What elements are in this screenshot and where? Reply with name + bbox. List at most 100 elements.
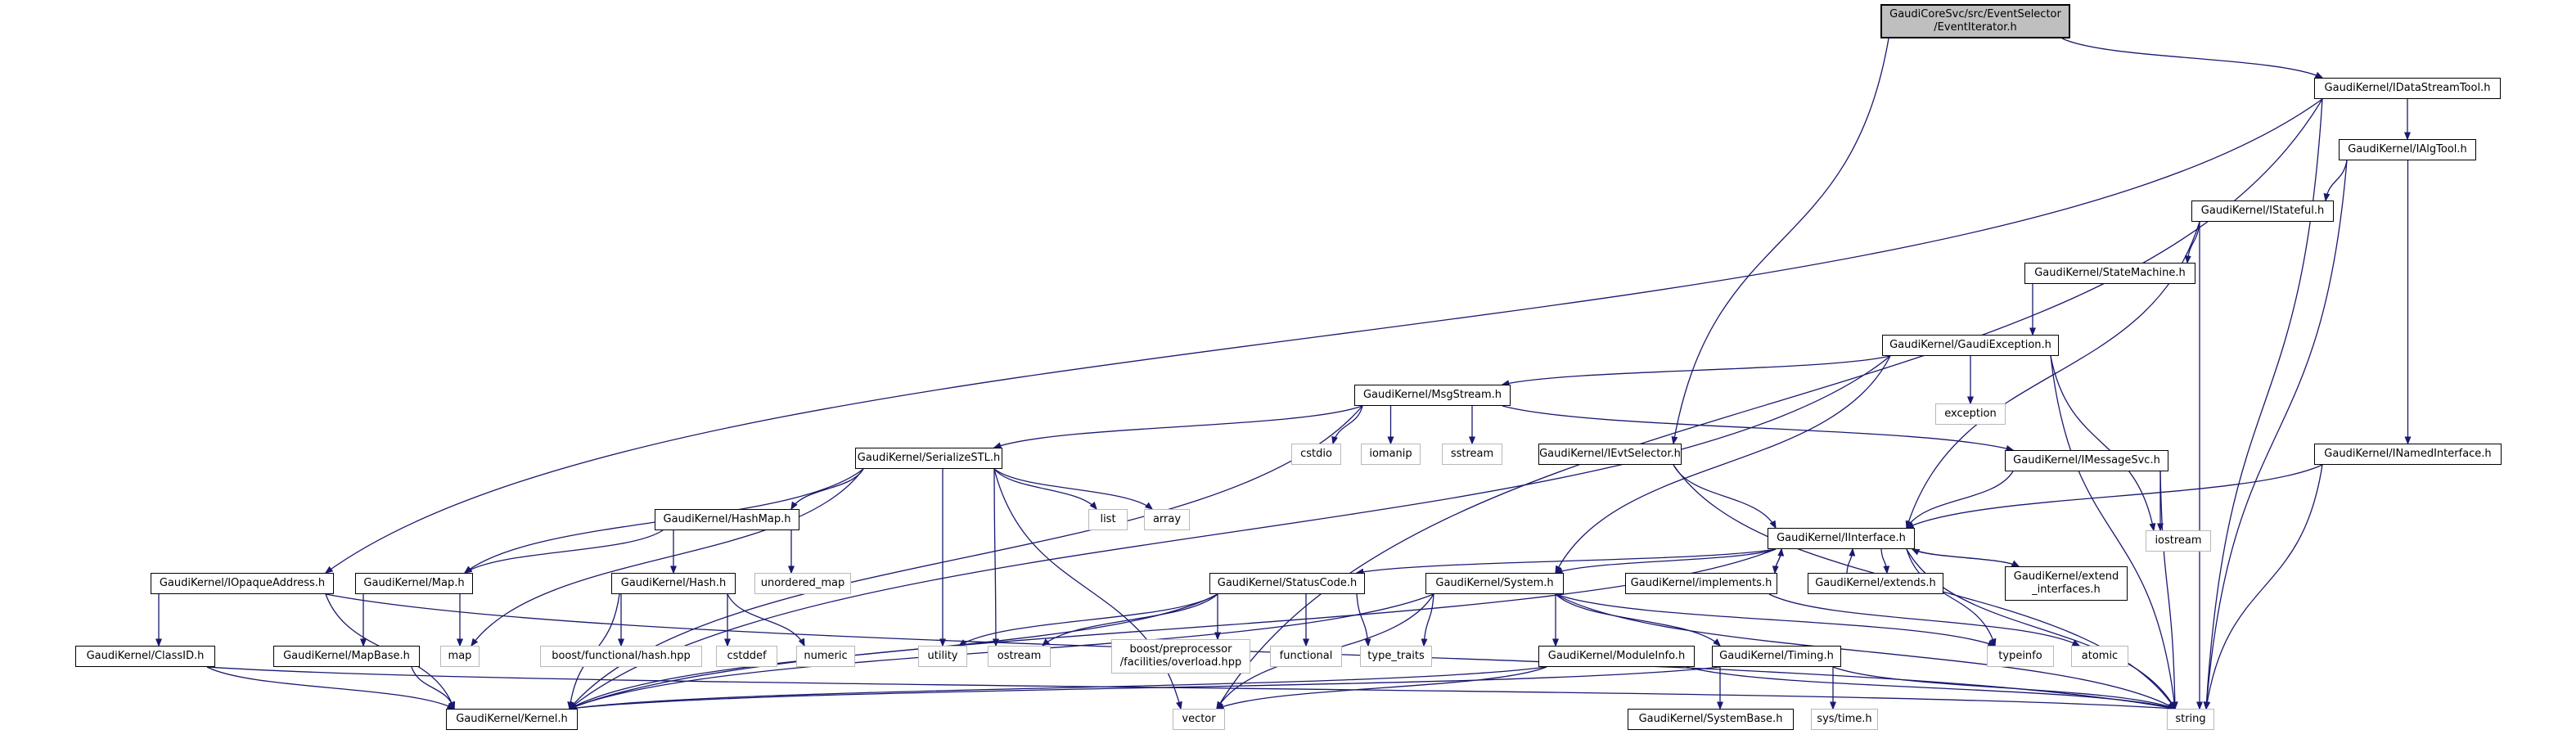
edge-serializestl-to-ostream: [992, 468, 999, 647]
edge-iinterface-to-statuscode: [1355, 548, 1777, 575]
node-msgstream[interactable]: GaudiKernel/MsgStream.h: [1354, 385, 1511, 406]
edge-timing-to-string: [1832, 666, 2177, 710]
edge-system-to-type_traits: [1421, 593, 1434, 647]
node-cstddef: cstddef: [716, 646, 777, 667]
edge-gaudiexception-to-system: [1555, 355, 1891, 575]
node-istateful[interactable]: GaudiKernel/IStateful.h: [2191, 201, 2334, 222]
node-iinterface[interactable]: GaudiKernel/IInterface.h: [1768, 528, 1915, 549]
node-hash[interactable]: GaudiKernel/Hash.h: [611, 573, 736, 594]
edge-iinterface-to-extends: [1880, 548, 1890, 575]
edge-iinterface-to-typeinfo: [1906, 548, 1997, 647]
node-mapstd: map: [440, 646, 480, 667]
edge-implements-to-atomic: [1768, 593, 2081, 647]
node-numeric: numeric: [796, 646, 855, 667]
node-array: array: [1144, 509, 1190, 530]
node-vector: vector: [1173, 709, 1225, 730]
edge-msgstream-to-cstdio: [1331, 405, 1363, 445]
edge-ievtselector-to-iinterface: [1673, 464, 1777, 529]
node-implements[interactable]: GaudiKernel/implements.h: [1625, 573, 1777, 594]
node-statuscode[interactable]: GaudiKernel/StatusCode.h: [1209, 573, 1365, 594]
edge-implements-to-iinterface: [1774, 547, 1785, 574]
node-timing[interactable]: GaudiKernel/Timing.h: [1712, 646, 1841, 667]
edge-statuscode-to-ostream: [1041, 593, 1218, 647]
node-classid[interactable]: GaudiKernel/ClassID.h: [75, 646, 215, 667]
node-atomic: atomic: [2071, 646, 2128, 667]
edge-moduleinfo-to-string: [1686, 666, 2177, 710]
edge-statuscode-to-kernel: [568, 593, 1218, 710]
node-iostream: iostream: [2146, 530, 2211, 552]
node-systime: sys/time.h: [1811, 709, 1878, 730]
node-string: string: [2167, 709, 2214, 730]
edge-serializestl-to-array: [993, 468, 1154, 510]
node-iopaqueaddress[interactable]: GaudiKernel/IOpaqueAddress.h: [151, 573, 334, 594]
node-imessagesvc[interactable]: GaudiKernel/IMessageSvc.h: [2005, 450, 2168, 471]
node-extends[interactable]: GaudiKernel/extends.h: [1808, 573, 1943, 594]
node-ievtselector[interactable]: GaudiKernel/IEvtSelector.h: [1538, 444, 1682, 465]
edge-imessagesvc-to-string: [2159, 471, 2178, 710]
node-hashmap[interactable]: GaudiKernel/HashMap.h: [655, 509, 799, 530]
edge-iopaqueaddress-to-string: [325, 593, 2177, 711]
edge-msgstream-to-serializestl: [993, 405, 1363, 449]
node-sstream: sstream: [1442, 444, 1502, 465]
node-unordered_map: unordered_map: [754, 573, 851, 594]
node-typeinfo: typeinfo: [1987, 646, 2054, 667]
edge-timing-to-kernel: [568, 666, 1721, 712]
edge-statuscode-to-utility: [957, 593, 1218, 647]
node-serializestl[interactable]: GaudiKernel/SerializeSTL.h: [855, 448, 1002, 469]
edge-statuscode-to-type_traits: [1356, 593, 1371, 647]
node-statemachine[interactable]: GaudiKernel/StateMachine.h: [2024, 263, 2195, 284]
node-mapgaudi[interactable]: GaudiKernel/Map.h: [355, 573, 473, 594]
node-exception: exception: [1935, 403, 2006, 425]
edge-serializestl-to-mapstd: [471, 468, 864, 647]
edge-system-to-timing: [1555, 593, 1722, 647]
edge-extends-to-iinterface: [1846, 547, 1856, 574]
node-ostream: ostream: [988, 646, 1051, 667]
edge-moduleinfo-to-vector: [1215, 666, 1547, 710]
node-kernel[interactable]: GaudiKernel/Kernel.h: [446, 709, 578, 730]
node-iomanip: iomanip: [1361, 444, 1421, 465]
edge-istateful-to-statemachine: [2184, 221, 2200, 264]
edge-inamedinterface-to-iinterface: [1905, 464, 2323, 529]
edge-inamedinterface-to-string: [2204, 464, 2323, 710]
edge-root-to-idatastreamtool: [2061, 38, 2324, 79]
edge-root-to-ievtselector: [1671, 38, 1889, 445]
edge-system-to-string: [1555, 593, 2177, 710]
node-idatastreamtool[interactable]: GaudiKernel/IDataStreamTool.h: [2314, 78, 2501, 99]
node-utility: utility: [918, 646, 967, 667]
edge-gaudiexception-to-iostream: [2050, 355, 2156, 532]
edge-idatastreamtool-to-string: [2203, 98, 2323, 710]
node-moduleinfo[interactable]: GaudiKernel/ModuleInfo.h: [1538, 646, 1695, 667]
node-system[interactable]: GaudiKernel/System.h: [1425, 573, 1564, 594]
node-gaudiexception[interactable]: GaudiKernel/GaudiException.h: [1882, 335, 2059, 356]
node-boostoverload: boost/preprocessor /facilities/overload.…: [1111, 639, 1250, 674]
node-mapbase[interactable]: GaudiKernel/MapBase.h: [273, 646, 420, 667]
edge-moduleinfo-to-kernel: [568, 666, 1547, 711]
edge-idatastreamtool-to-iopaqueaddress: [324, 98, 2323, 574]
edge-system-to-typeinfo: [1555, 593, 1997, 647]
node-root[interactable]: GaudiCoreSvc/src/EventSelector /EventIte…: [1880, 4, 2070, 38]
node-systembase[interactable]: GaudiKernel/SystemBase.h: [1628, 709, 1794, 730]
node-boosthash: boost/functional/hash.hpp: [540, 646, 702, 667]
edge-imessagesvc-to-iinterface: [1906, 471, 2014, 529]
node-list: list: [1088, 509, 1128, 530]
edge-iinterface-to-system: [1554, 548, 1777, 575]
edge-hash-to-numeric: [727, 593, 805, 647]
edge-serializestl-to-list: [993, 468, 1097, 511]
edge-serializestl-to-hashmap: [790, 468, 864, 511]
node-inamedinterface[interactable]: GaudiKernel/INamedInterface.h: [2314, 444, 2502, 465]
edge-extend_interfaces-to-iinterface: [1911, 548, 2020, 567]
node-ialgtool[interactable]: GaudiKernel/IAlgTool.h: [2339, 139, 2476, 160]
node-type_traits: type_traits: [1360, 646, 1432, 667]
edge-msgstream-to-imessagesvc: [1502, 405, 2015, 452]
edge-mapbase-to-kernel: [411, 666, 456, 710]
node-functional: functional: [1270, 646, 1342, 667]
edge-hashmap-to-mapgaudi: [463, 529, 664, 574]
node-extend_interfaces[interactable]: GaudiKernel/extend _interfaces.h: [2005, 566, 2128, 601]
edge-gaudiexception-to-kernel: [568, 355, 1891, 710]
edge-gaudiexception-to-msgstream: [1501, 355, 1891, 387]
edge-classid-to-kernel: [206, 666, 456, 710]
node-cstdio: cstdio: [1291, 444, 1341, 465]
edge-classid-to-string: [206, 666, 2177, 712]
